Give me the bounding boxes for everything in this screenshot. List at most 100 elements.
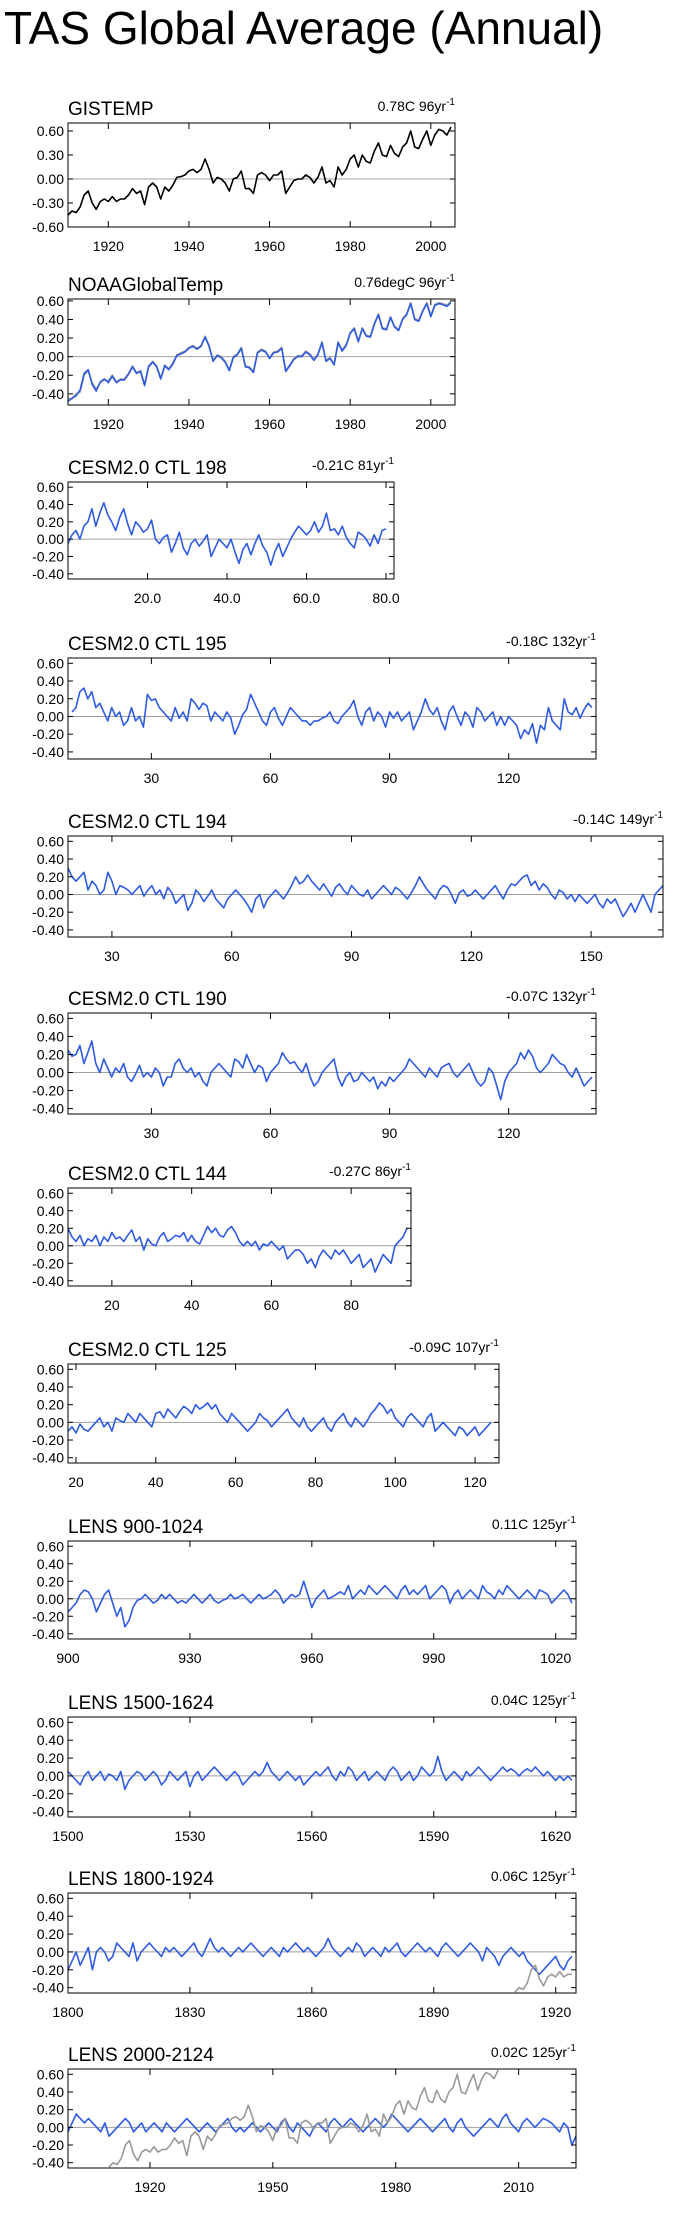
x-tick-label: 1500 [52,1828,83,1844]
y-tick-label: 0.60 [37,1890,64,1906]
y-tick-label: 0.60 [37,293,64,309]
y-tick-label: 0.20 [37,330,64,346]
chart-title: CESM2.0 CTL 195 [68,634,227,655]
x-tick-label: 80 [343,1297,359,1313]
x-tick-label: 120 [460,948,484,964]
y-tick-label: -0.40 [32,1101,64,1117]
x-tick-label: 90 [382,1125,398,1141]
trend-label: -0.21C 81yr-1 [312,456,394,473]
chart-panel: 0.60 0.40 0.20 0.00 -0.20 -0.40 1500 1530 1560 15… [32,1691,577,1844]
y-tick-label: 0.60 [37,1538,64,1554]
trend-label: -0.14C 149yr-1 [573,810,663,827]
series-line [68,1402,492,1437]
chart-panel: 0.60 0.30 0.00 -0.30 -0.60 1920 1940 1960 1980 20… [32,97,456,254]
x-tick-label: 40.0 [213,590,240,606]
y-tick-label: 0.20 [37,514,64,530]
y-tick-label: 0.20 [37,1750,64,1766]
x-tick-label: 2000 [415,416,446,432]
y-tick-label: 0.20 [37,691,64,707]
x-tick-label: 60.0 [293,590,320,606]
series-line [68,501,387,566]
y-tick-label: 0.40 [37,311,64,327]
series-line [68,1040,593,1101]
chart-title: LENS 1800-1924 [68,1869,214,1890]
y-tick-label: 0.40 [37,1556,64,1572]
plot-frame [67,1187,412,1287]
y-tick-label: -0.40 [32,1980,64,1996]
series-line [68,126,452,216]
y-tick-label: 0.00 [37,1414,64,1430]
y-tick-label: 0.40 [37,497,64,513]
chart-panel: 0.60 0.400.20 0.00-0.20 -0.40 900 930 960 990 10… [32,1515,577,1666]
x-tick-label: 1960 [254,416,285,432]
y-tick-label: -0.20 [32,1608,64,1624]
x-tick-label: 1020 [540,1650,571,1666]
y-tick-label: -0.30 [32,195,64,211]
page-title: TAS Global Average (Annual) [4,2,604,54]
chart-title: CESM2.0 CTL 198 [68,458,227,479]
y-tick-label: -0.20 [32,548,64,564]
series-line [68,302,452,402]
y-tick-label: 0.20 [37,869,64,885]
y-tick-label: 0.00 [37,1238,64,1254]
x-tick-label: 2000 [415,238,446,254]
y-tick-label: -0.60 [32,219,64,235]
x-tick-label: 30 [144,1125,160,1141]
y-tick-label: -0.20 [32,1786,64,1802]
y-tick-label: 0.20 [37,2102,64,2118]
x-tick-label: 1980 [335,416,366,432]
y-tick-label: 0.40 [37,673,64,689]
chart-panel: 0.60 0.40 0.200.00 -0.20 -0.40 30 60 90 120 CESM2… [32,632,597,786]
y-tick-label: 0.00 [37,1591,64,1607]
x-tick-label: 1920 [93,238,124,254]
y-tick-label: -0.20 [32,2137,64,2153]
y-tick-label: -0.40 [32,744,64,760]
y-tick-label: -0.20 [32,1432,64,1448]
trend-label: 0.11C 125yr-1 [492,1515,577,1532]
x-tick-label: 1860 [296,2004,327,2020]
x-tick-label: 1920 [134,2179,165,2195]
series-line [68,1937,573,1976]
x-tick-label: 150 [579,948,603,964]
chart-title: LENS 1500-1624 [68,1693,214,1714]
chart-title: LENS 2000-2124 [68,2045,214,2066]
trend-label: 0.04C 125yr-1 [491,1691,577,1708]
plot-frame [67,2068,577,2169]
x-tick-label: 90 [382,770,398,786]
trend-label: -0.18C 132yr-1 [506,632,596,649]
x-tick-label: 60 [224,948,240,964]
x-tick-label: 990 [422,1650,446,1666]
x-tick-label: 100 [384,1474,408,1490]
series-line [514,1964,572,1993]
y-tick-label: 0.20 [37,1926,64,1942]
y-tick-label: -0.40 [32,1626,64,1642]
x-tick-label: 60 [264,1297,280,1313]
chart-title: NOAAGlobalTemp [68,275,223,296]
y-tick-label: -0.40 [32,566,64,582]
y-tick-label: 0.20 [37,1220,64,1236]
x-tick-label: 20 [68,1474,84,1490]
trend-label: -0.07C 132yr-1 [506,987,596,1004]
y-tick-label: 0.60 [37,1714,64,1730]
y-tick-label: 0.00 [37,1944,64,1960]
x-tick-label: 40 [148,1474,164,1490]
y-tick-label: 0.40 [37,1908,64,1924]
y-tick-label: 0.20 [37,1046,64,1062]
chart-title: GISTEMP [68,99,154,120]
x-tick-label: 960 [300,1650,324,1666]
x-tick-label: 80.0 [372,590,399,606]
y-tick-label: 0.40 [37,1203,64,1219]
chart-panel: 0.60 0.40 0.20 0.00 -0.20 -0.40 1800 1830 1860 18… [32,1867,577,2020]
y-tick-label: 0.30 [37,147,64,163]
series-line [68,867,663,918]
x-tick-label: 1890 [418,2004,449,2020]
x-tick-label: 120 [497,1125,521,1141]
y-tick-label: 0.00 [37,886,64,902]
x-tick-label: 80 [308,1474,324,1490]
chart-title: CESM2.0 CTL 190 [68,989,227,1010]
trend-label: 0.76degC 96yr-1 [354,273,455,290]
plot-frame [67,1012,597,1115]
trend-label: 0.02C 125yr-1 [491,2043,577,2060]
y-tick-label: -0.20 [32,1083,64,1099]
x-tick-label: 1920 [93,416,124,432]
